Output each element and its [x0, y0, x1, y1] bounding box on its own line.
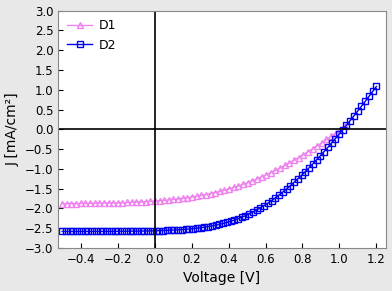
D1: [60, 202, 65, 205]
Line: D2: D2: [60, 84, 379, 234]
Y-axis label: J [mA/cm²]: J [mA/cm²]: [5, 93, 20, 166]
D1: [231, 186, 236, 189]
D1: [116, 201, 120, 205]
D2: [374, 85, 379, 88]
D2: [157, 229, 162, 233]
Line: D1: D1: [60, 123, 348, 206]
D1: [83, 202, 88, 205]
D2: [60, 230, 65, 233]
X-axis label: Voltage [V]: Voltage [V]: [183, 272, 261, 285]
D1: [134, 200, 139, 204]
D1: [343, 124, 347, 128]
D1: [305, 150, 310, 154]
D2: [153, 229, 158, 233]
D2: [217, 223, 221, 226]
D2: [168, 228, 173, 232]
D1: [338, 128, 343, 131]
D2: [112, 230, 117, 233]
Legend: D1, D2: D1, D2: [62, 14, 121, 56]
D2: [356, 109, 360, 113]
